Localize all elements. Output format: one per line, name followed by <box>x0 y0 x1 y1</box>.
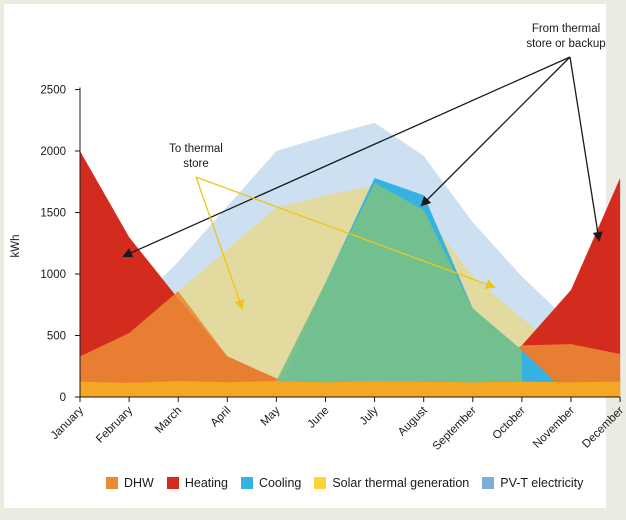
area-layers <box>80 122 621 398</box>
area-base <box>80 381 621 397</box>
legend-swatch-pvt <box>482 477 495 489</box>
legend-label-pvt: PV-T electricity <box>500 476 584 490</box>
annotation-arrow-to-thermal <box>195 176 245 310</box>
x-tick-label: June <box>306 405 332 431</box>
x-tick-label: December <box>580 405 626 451</box>
legend-item-dhw: DHW <box>106 476 154 490</box>
legend-item-pvt: PV-T electricity <box>482 476 583 490</box>
annotation-arrow-from-thermal <box>569 56 603 242</box>
legend-item-cooling: Cooling <box>240 476 302 490</box>
legend-label-cooling: Cooling <box>258 476 302 490</box>
y-tick-label: 1000 <box>40 269 66 281</box>
area-dhw <box>80 291 621 397</box>
x-tick-label: October <box>491 405 529 443</box>
legend-label-solar-thermal: Solar thermal generation <box>332 476 470 490</box>
legend-label-heating: Heating <box>184 476 228 490</box>
legend-item-solar-thermal: Solar thermal generation <box>314 476 469 490</box>
x-tick-label: July <box>358 404 381 427</box>
x-tick-label: September <box>431 405 479 453</box>
annotation-arrow-to-thermal <box>195 176 496 289</box>
y-tick-label: 2500 <box>40 85 66 97</box>
y-tick-label: 1500 <box>40 208 66 220</box>
x-tick-label: August <box>396 404 430 438</box>
legend-swatch-heating <box>166 477 179 489</box>
legend-swatch-dhw <box>106 477 118 489</box>
x-tick-label: April <box>209 405 234 430</box>
x-tick-label: January <box>49 404 87 442</box>
x-tick-label: March <box>153 405 184 436</box>
x-tick-label: November <box>531 405 577 451</box>
annotation-from-thermal-line1: From thermal <box>532 23 600 35</box>
y-tick-label: 500 <box>47 331 66 343</box>
annotation-from-thermal-line2: store or backup <box>526 38 605 50</box>
y-tick-label: 0 <box>60 392 66 404</box>
annotation-arrow-from-thermal <box>420 56 571 207</box>
y-tick-label: 2000 <box>40 146 66 158</box>
x-tick-label: May <box>259 404 283 428</box>
annotation-to-thermal-line2: store <box>183 158 209 170</box>
legend-swatch-cooling <box>240 477 253 489</box>
annotation-arrow-from-thermal <box>122 56 571 258</box>
legend: DHW Heating Cooling Solar thermal genera… <box>106 476 596 490</box>
annotations: From thermal store or backup To thermal sto… <box>122 23 606 310</box>
annotation-to-thermal-line1: To thermal <box>169 143 223 155</box>
legend-swatch-solar-thermal <box>314 477 327 489</box>
area-overlap-cooling-solar <box>276 182 522 383</box>
y-axis-title: kWh <box>10 235 22 258</box>
legend-item-heating: Heating <box>166 476 228 490</box>
x-tick-label: February <box>94 404 135 445</box>
legend-label-dhw: DHW <box>124 476 154 490</box>
